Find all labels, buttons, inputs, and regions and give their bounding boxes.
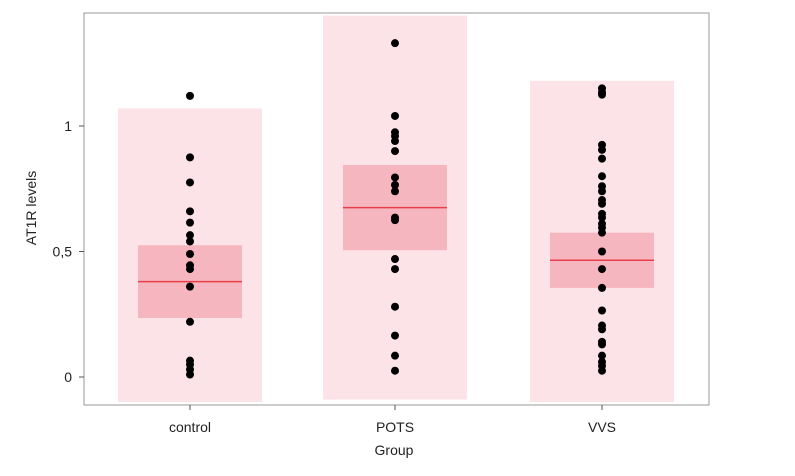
y-tick-label-1: 0,5 bbox=[53, 244, 73, 260]
point-pots-8 bbox=[391, 187, 399, 196]
point-vvs-12 bbox=[598, 213, 606, 222]
x-tick-label-0: control bbox=[169, 419, 211, 435]
x-axis: control POTS VVS bbox=[169, 405, 616, 435]
point-vvs-6 bbox=[598, 172, 606, 181]
point-control-5 bbox=[186, 231, 194, 240]
point-pots-15 bbox=[391, 351, 399, 360]
point-vvs-19 bbox=[598, 306, 606, 315]
point-control-2 bbox=[186, 178, 194, 187]
point-vvs-17 bbox=[598, 265, 606, 274]
point-vvs-15 bbox=[598, 228, 606, 237]
point-pots-5 bbox=[391, 147, 399, 156]
point-pots-6 bbox=[391, 173, 399, 182]
point-control-15 bbox=[186, 370, 194, 379]
point-pots-13 bbox=[391, 302, 399, 311]
point-pots-12 bbox=[391, 265, 399, 274]
point-vvs-8 bbox=[598, 187, 606, 196]
point-vvs-27 bbox=[598, 366, 606, 375]
point-control-3 bbox=[186, 207, 194, 216]
point-pots-11 bbox=[391, 255, 399, 264]
point-pots-1 bbox=[391, 111, 399, 120]
point-vvs-23 bbox=[598, 340, 606, 349]
point-control-7 bbox=[186, 250, 194, 259]
point-control-10 bbox=[186, 282, 194, 291]
point-layer bbox=[186, 39, 606, 379]
y-tick-label-2: 1 bbox=[64, 118, 72, 134]
point-vvs-10 bbox=[598, 199, 606, 208]
point-vvs-2 bbox=[598, 90, 606, 99]
point-control-9 bbox=[186, 265, 194, 274]
point-vvs-5 bbox=[598, 154, 606, 163]
x-axis-title: Group bbox=[375, 442, 414, 458]
y-axis: 00,51 bbox=[53, 118, 84, 385]
point-pots-7 bbox=[391, 180, 399, 189]
point-control-11 bbox=[186, 317, 194, 326]
x-tick-label-1: POTS bbox=[376, 419, 414, 435]
point-control-4 bbox=[186, 218, 194, 227]
point-vvs-24 bbox=[598, 351, 606, 360]
point-control-1 bbox=[186, 153, 194, 162]
point-pots-0 bbox=[391, 39, 399, 48]
point-pots-4 bbox=[391, 137, 399, 146]
x-tick-label-2: VVS bbox=[588, 419, 616, 435]
point-pots-14 bbox=[391, 331, 399, 340]
point-control-0 bbox=[186, 91, 194, 100]
point-vvs-18 bbox=[598, 283, 606, 292]
y-axis-title: AT1R levels bbox=[23, 171, 39, 245]
point-pots-10 bbox=[391, 216, 399, 225]
point-vvs-16 bbox=[598, 247, 606, 256]
y-tick-label-0: 0 bbox=[64, 369, 72, 385]
point-vvs-21 bbox=[598, 325, 606, 334]
point-vvs-4 bbox=[598, 145, 606, 154]
point-pots-16 bbox=[391, 366, 399, 375]
point-control-6 bbox=[186, 237, 194, 246]
